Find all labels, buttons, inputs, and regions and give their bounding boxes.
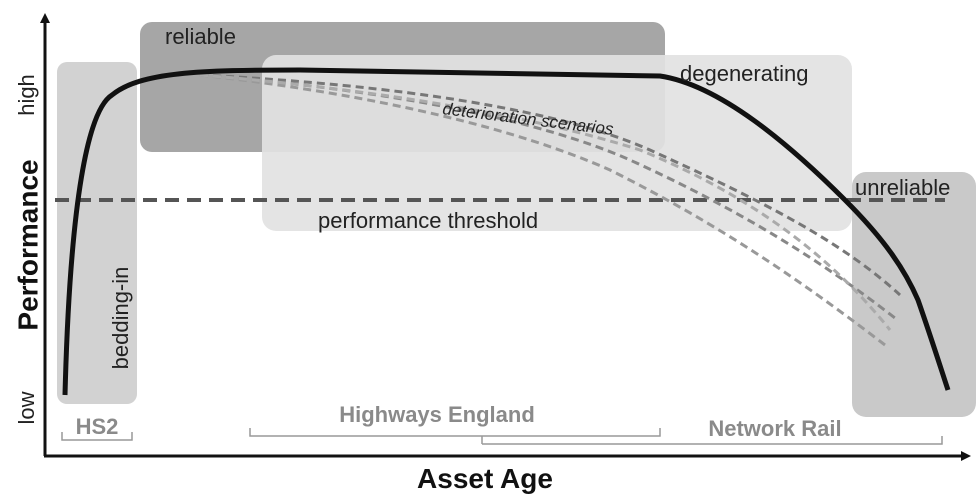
hs2-bracket xyxy=(61,432,133,441)
scenario-curves xyxy=(199,73,902,347)
highways-bracket xyxy=(249,428,661,444)
unreliable-label: unreliable xyxy=(855,175,950,200)
bedding-in-box xyxy=(57,62,137,404)
performance-curve xyxy=(62,67,951,396)
x-axis-label: Asset Age xyxy=(417,463,553,494)
operator-label: Network Rail xyxy=(708,416,841,441)
degenerating-label: degenerating xyxy=(680,61,808,86)
operator-label: HS2 xyxy=(76,414,119,439)
threshold-label: performance threshold xyxy=(318,208,538,233)
y-axis-label: Performance xyxy=(12,159,43,330)
y-low: low xyxy=(14,391,39,424)
reliable-label: reliable xyxy=(165,24,236,49)
bedding-in-label: bedding-in xyxy=(108,267,133,370)
operator-label: Highways England xyxy=(339,402,535,427)
y-high: high xyxy=(14,74,39,116)
rail-bracket xyxy=(482,436,943,445)
